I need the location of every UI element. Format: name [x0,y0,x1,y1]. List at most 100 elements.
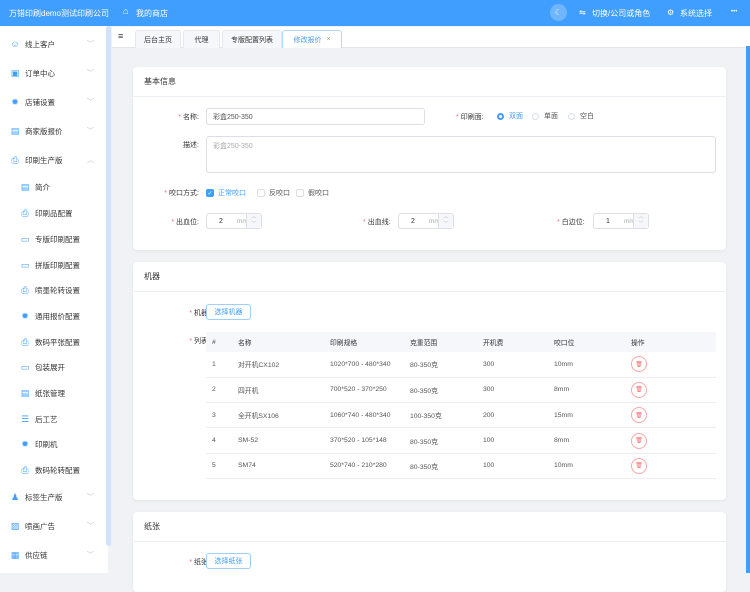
table-cell: 200 [477,402,548,429]
delete-icon[interactable]: 🗑 [631,407,647,424]
white-margin-stepper[interactable]: 1 mm ︿ ﹀ [593,213,649,229]
table-cell: 8mm [548,427,625,454]
table-cell: 1060*740 - 480*340 [324,402,404,429]
tab-special-config-list[interactable]: 专版配置列表 [222,30,282,48]
sidebar-item[interactable]: ⎙ 印刷生产版 ︿ [0,150,106,170]
printer-icon: ⎙ [21,336,29,347]
sidebar-item[interactable]: ▦ 供应链 ﹀ [0,545,106,565]
action-cell: 🗑 [625,352,716,378]
checkbox-normal-bite[interactable]: ✓ 正常咬口 [206,189,246,197]
column-header: 克重范围 [404,332,477,352]
sidebar-item[interactable]: ▤ 简介 [0,177,106,197]
table-cell: 全开机SX106 [232,402,324,429]
page-scrollbar[interactable] [746,46,750,573]
sidebar-item[interactable]: ⎙ 数码轮转配置 [0,460,106,480]
tab-agent[interactable]: 代理 [183,30,220,48]
delete-icon[interactable]: 🗑 [631,457,647,474]
sidebar-item[interactable]: ▭ 拼版印刷配置 [0,255,106,275]
delete-icon[interactable]: 🗑 [631,356,647,373]
sidebar-item[interactable]: ▭ 专版印刷配置 [0,229,106,249]
sidebar-item[interactable]: ☰ 后工艺 [0,409,106,429]
sidebar-item[interactable]: ▣ 订单中心 ﹀ [0,63,106,83]
tab-edit-quote[interactable]: 修改报价 × [282,30,342,48]
sidebar-item[interactable]: ⎙ 喷墨轮转设置 [0,280,106,300]
tab-label: 代理 [194,36,209,44]
switch-company-role-button[interactable]: 切换/公司或角色 [592,9,651,18]
tab-label: 后台主页 [144,36,172,44]
bleed-line-stepper[interactable]: 2 mm ︿ ﹀ [398,213,454,229]
more-icon[interactable]: ••• [731,9,738,15]
my-shop-link[interactable]: 我的商店 [136,9,168,18]
action-cell: 🗑 [625,427,716,454]
sidebar-item[interactable]: ▭ 包装展开 [0,357,106,377]
checkbox-fake-bite[interactable]: 假咬口 [296,188,329,198]
stepper-arrows[interactable]: ︿ ﹀ [633,214,648,228]
sidebar-item[interactable]: ✹ 店铺设置 ﹀ [0,92,106,112]
dark-mode-moon-icon[interactable]: ☾ [550,4,567,21]
gear-icon: ✹ [11,96,19,107]
action-cell: 🗑 [625,453,716,479]
table-cell: SM-52 [232,427,324,454]
printer-icon: ⎙ [11,154,19,165]
sidebar-item[interactable]: ☺ 线上客户 ﹀ [0,34,106,54]
close-icon[interactable]: × [326,36,331,43]
stepper-arrows[interactable]: ︿ ﹀ [246,214,261,228]
image-icon: ▨ [10,520,20,531]
bleed-position-label: * 出血位: [171,219,199,226]
radio-single-side[interactable]: 单面 [532,111,558,121]
name-input[interactable]: 彩盒250-350 [206,108,425,125]
sidebar: ☺ 线上客户 ﹀ ▣ 订单中心 ﹀ ✹ 店铺设置 ﹀ ▤ 商家版报价 ﹀ ⎙ 印刷生产版 ︿ ▤ 简介 ⎙ 印刷品配… [0,26,108,573]
chevron-down-icon: ﹀ [87,552,94,559]
select-paper-button[interactable]: 选择纸张 [206,553,251,569]
stepper-arrows[interactable]: ︿ ﹀ [438,214,453,228]
sidebar-item-label: 印刷机 [35,439,58,449]
menu-toggle-icon[interactable]: ≡ [118,31,124,41]
table-cell: 300 [477,377,548,404]
printer-icon: ⎙ [21,207,29,218]
bleed-position-stepper[interactable]: 2 mm ︿ ﹀ [206,213,262,229]
home-icon[interactable]: ⌂ [123,6,129,16]
folder-icon: ▭ [20,259,30,270]
sidebar-item[interactable]: ⎙ 数码平张配置 [0,332,106,352]
card-title: 纸张 [133,512,726,542]
sidebar-item[interactable]: ♟ 标签生产版 ﹀ [0,487,106,507]
table-cell: 1 [206,352,232,378]
system-select-button[interactable]: 系统选择 [680,9,712,18]
switch-icon: ⇋ [579,8,586,17]
tab-home[interactable]: 后台主页 [135,30,181,48]
sidebar-item-label: 数码轮转配置 [35,465,80,475]
table-cell: 对开机CX102 [232,352,324,378]
table-cell: 80-350克 [404,427,477,454]
machine-table: # 名称 印刷规格 克重范围 开机费 咬口位 操作 1 对开机CX102 1020*700 - … [206,332,716,479]
table-cell: 80-350克 [404,453,477,479]
description-textarea[interactable]: 彩盒250-350 [206,136,716,173]
sidebar-item-label: 数码平张配置 [35,337,80,347]
column-header: 名称 [232,332,324,352]
sidebar-item[interactable]: ✹ 印刷机 [0,434,106,454]
table-cell: 1020*700 - 480*340 [324,352,404,378]
gear-icon: ✹ [21,438,29,449]
card-title: 基本信息 [133,67,726,97]
card-title: 机器 [133,262,726,292]
sidebar-item-label: 供应链 [25,550,48,560]
sidebar-item-label: 专版印刷配置 [35,234,80,244]
delete-icon[interactable]: 🗑 [631,381,647,398]
select-machine-button[interactable]: 选择机器 [206,304,251,320]
radio-blank[interactable]: 空白 [568,111,594,121]
radio-double-side[interactable]: 双面 [497,111,523,121]
table-cell: 80-350克 [404,352,477,378]
table-cell: 2 [206,377,232,404]
sidebar-item[interactable]: ▤ 纸张管理 [0,383,106,403]
sidebar-item-label: 包装展开 [35,362,65,372]
users-icon: ☺ [10,39,20,49]
delete-icon[interactable]: 🗑 [631,432,647,449]
sidebar-item[interactable]: ⎙ 印刷品配置 [0,203,106,223]
sidebar-item[interactable]: ▤ 商家版报价 ﹀ [0,121,106,141]
sidebar-item-label: 通用报价配置 [35,311,80,321]
name-label: * 名称: [178,114,199,121]
list-label: * 列表: [189,338,210,345]
sidebar-scrollbar[interactable] [106,26,111,546]
checkbox-reverse-bite[interactable]: 反咬口 [257,188,290,198]
sidebar-item[interactable]: ✹ 通用报价配置 [0,306,106,326]
sidebar-item[interactable]: ▨ 喷画广告 ﹀ [0,516,106,536]
